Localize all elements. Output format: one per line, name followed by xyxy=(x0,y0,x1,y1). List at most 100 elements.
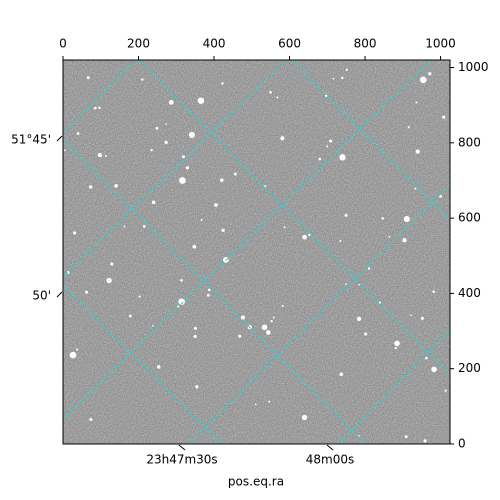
star xyxy=(233,172,237,176)
y-tick-label: 200 xyxy=(458,361,481,375)
star xyxy=(301,414,308,421)
star xyxy=(415,101,418,104)
star xyxy=(266,330,271,335)
image-noise xyxy=(63,60,450,444)
star xyxy=(195,385,199,389)
star xyxy=(281,304,284,308)
star xyxy=(407,126,410,129)
ra-tick-label: 48m00s xyxy=(306,453,354,467)
star xyxy=(339,239,342,242)
star xyxy=(414,187,417,190)
x-tick-label: 1000 xyxy=(425,37,456,51)
star xyxy=(181,155,185,159)
star xyxy=(394,340,400,347)
star xyxy=(420,316,424,320)
star xyxy=(308,233,311,237)
star xyxy=(339,372,344,377)
star xyxy=(221,82,224,85)
ra-tick xyxy=(178,444,186,451)
star xyxy=(269,90,272,94)
star xyxy=(214,203,218,207)
star xyxy=(200,218,203,222)
star xyxy=(179,177,186,184)
star xyxy=(206,293,210,297)
star xyxy=(151,200,156,205)
star xyxy=(180,279,183,282)
grid-line xyxy=(338,329,450,444)
dec-tick xyxy=(56,291,63,298)
star xyxy=(332,77,335,80)
star xyxy=(431,366,437,373)
y-tick-label: 1000 xyxy=(458,60,489,74)
star xyxy=(378,301,381,304)
star xyxy=(272,316,275,319)
star xyxy=(142,225,146,228)
grid-line xyxy=(63,60,433,420)
star xyxy=(442,115,446,119)
star xyxy=(197,97,205,104)
y-tick-label: 800 xyxy=(458,135,481,149)
star xyxy=(98,106,101,110)
star xyxy=(324,94,328,98)
star xyxy=(104,154,107,157)
star xyxy=(123,225,126,228)
grid-line xyxy=(188,184,450,444)
ra-tick xyxy=(326,444,334,451)
star xyxy=(192,244,197,249)
star xyxy=(193,334,197,339)
star xyxy=(432,290,436,294)
star xyxy=(261,324,268,331)
star xyxy=(64,149,66,152)
star xyxy=(404,435,408,439)
stars xyxy=(64,68,447,443)
star xyxy=(403,216,410,223)
star xyxy=(138,295,141,298)
star xyxy=(86,76,90,80)
star xyxy=(106,277,112,284)
star xyxy=(165,123,167,126)
star xyxy=(254,403,257,406)
star xyxy=(238,334,242,338)
star xyxy=(381,217,384,220)
star xyxy=(428,72,432,76)
star xyxy=(356,316,362,322)
star xyxy=(326,145,329,148)
x-axis-label: pos.eq.ra xyxy=(228,475,284,489)
star xyxy=(345,68,348,71)
star xyxy=(402,238,407,243)
star xyxy=(193,326,197,330)
grid-line xyxy=(63,60,137,135)
star xyxy=(97,152,102,158)
grid-line xyxy=(63,284,223,444)
star xyxy=(276,96,279,99)
star xyxy=(73,231,77,235)
star xyxy=(114,184,118,188)
star xyxy=(168,100,174,105)
star xyxy=(283,226,286,229)
star xyxy=(302,234,307,240)
x-tick-label: 400 xyxy=(203,37,226,51)
x-tick-label: 0 xyxy=(59,37,67,51)
star xyxy=(419,76,427,84)
star xyxy=(85,290,89,294)
star xyxy=(424,356,428,360)
star xyxy=(185,166,190,170)
star xyxy=(367,267,371,270)
star xyxy=(270,319,273,323)
grid-line xyxy=(291,60,450,221)
star xyxy=(364,332,368,336)
star xyxy=(329,139,333,143)
star xyxy=(141,78,144,81)
star xyxy=(93,106,97,110)
star xyxy=(188,131,195,138)
star xyxy=(268,400,271,403)
y-tick-label: 600 xyxy=(458,211,481,225)
star xyxy=(240,315,246,320)
grid-line xyxy=(63,139,367,444)
ra-tick-label: 23h47m30s xyxy=(146,453,217,467)
grid-line xyxy=(138,60,450,376)
star xyxy=(164,140,168,144)
star xyxy=(410,314,413,316)
star xyxy=(88,185,93,189)
